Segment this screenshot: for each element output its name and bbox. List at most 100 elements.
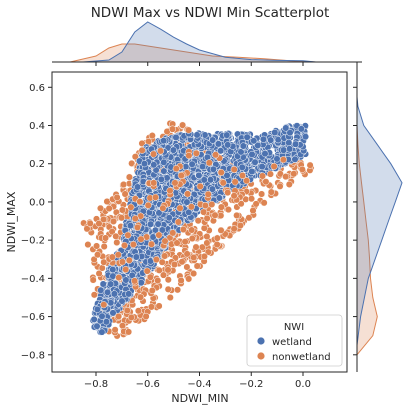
point-nonwetland bbox=[134, 307, 142, 315]
point-nonwetland bbox=[159, 271, 168, 279]
point-wetland bbox=[238, 163, 246, 171]
y-tick-label: 0.4 bbox=[29, 121, 45, 132]
point-nonwetland bbox=[213, 234, 221, 242]
point-nonwetland bbox=[185, 126, 193, 134]
point-nonwetland bbox=[109, 217, 118, 225]
point-nonwetland bbox=[174, 218, 182, 226]
point-nonwetland bbox=[171, 179, 179, 187]
point-wetland bbox=[154, 220, 162, 228]
point-wetland bbox=[271, 128, 279, 137]
point-nonwetland bbox=[89, 276, 97, 284]
point-nonwetland bbox=[108, 253, 116, 261]
point-nonwetland bbox=[115, 274, 123, 282]
point-nonwetland bbox=[155, 302, 163, 310]
point-wetland bbox=[223, 171, 231, 179]
point-nonwetland bbox=[124, 231, 132, 239]
point-wetland bbox=[157, 175, 165, 183]
point-nonwetland bbox=[142, 312, 150, 320]
point-nonwetland bbox=[230, 192, 238, 200]
point-nonwetland bbox=[212, 151, 220, 159]
point-nonwetland bbox=[120, 180, 128, 189]
point-nonwetland bbox=[147, 303, 155, 311]
point-nonwetland bbox=[204, 190, 212, 198]
point-nonwetland bbox=[224, 189, 232, 197]
point-nonwetland bbox=[150, 179, 158, 187]
point-wetland bbox=[147, 220, 155, 228]
legend-marker-wetland bbox=[256, 336, 266, 346]
point-nonwetland bbox=[122, 265, 130, 274]
x-tick-label: 0.0 bbox=[295, 379, 311, 390]
point-nonwetland bbox=[179, 225, 187, 234]
point-wetland bbox=[104, 288, 112, 296]
point-nonwetland bbox=[282, 173, 290, 181]
point-nonwetland bbox=[98, 264, 106, 272]
point-nonwetland bbox=[161, 237, 169, 245]
point-nonwetland bbox=[213, 240, 221, 249]
point-nonwetland bbox=[95, 219, 103, 228]
top-kde-marginal bbox=[52, 21, 362, 66]
point-wetland bbox=[243, 133, 251, 141]
point-nonwetland bbox=[203, 214, 211, 222]
point-nonwetland bbox=[183, 263, 191, 271]
point-nonwetland bbox=[188, 234, 196, 243]
top-kde-wetland bbox=[83, 21, 316, 63]
point-wetland bbox=[102, 318, 110, 326]
y-tick-label: −0.2 bbox=[21, 236, 45, 247]
point-nonwetland bbox=[127, 313, 135, 321]
point-nonwetland bbox=[174, 286, 182, 294]
point-wetland bbox=[183, 198, 191, 206]
point-wetland bbox=[254, 141, 262, 149]
chart-title: NDWI Max vs NDWI Min Scatterplot bbox=[91, 5, 330, 21]
point-nonwetland bbox=[136, 198, 144, 206]
point-nonwetland bbox=[217, 226, 225, 234]
point-wetland bbox=[286, 145, 294, 153]
point-nonwetland bbox=[258, 172, 267, 180]
point-nonwetland bbox=[285, 180, 293, 188]
point-nonwetland bbox=[196, 182, 204, 190]
legend-label-nonwetland: nonwetland bbox=[272, 352, 331, 363]
point-wetland bbox=[217, 147, 225, 155]
point-nonwetland bbox=[118, 322, 127, 330]
point-nonwetland bbox=[211, 211, 219, 219]
point-nonwetland bbox=[230, 225, 238, 233]
point-nonwetland bbox=[205, 159, 213, 167]
point-nonwetland bbox=[125, 256, 133, 264]
point-wetland bbox=[251, 158, 259, 166]
point-wetland bbox=[126, 222, 135, 230]
point-nonwetland bbox=[243, 177, 251, 185]
y-axis-label: NDWI_MAX bbox=[5, 191, 18, 252]
point-nonwetland bbox=[194, 217, 202, 225]
point-wetland bbox=[122, 276, 130, 284]
point-nonwetland bbox=[113, 238, 121, 247]
point-wetland bbox=[134, 183, 142, 191]
point-nonwetland bbox=[193, 262, 201, 270]
point-wetland bbox=[208, 185, 216, 193]
right-kde-nonwetland bbox=[356, 125, 378, 357]
point-nonwetland bbox=[190, 253, 198, 262]
point-nonwetland bbox=[238, 171, 247, 180]
point-nonwetland bbox=[120, 241, 129, 249]
point-wetland bbox=[109, 272, 117, 280]
point-wetland bbox=[125, 290, 133, 298]
point-nonwetland bbox=[262, 178, 270, 186]
point-nonwetland bbox=[114, 251, 122, 259]
point-nonwetland bbox=[173, 239, 181, 247]
point-nonwetland bbox=[152, 256, 160, 264]
point-nonwetland bbox=[276, 182, 284, 190]
right-kde-wetland bbox=[356, 96, 403, 346]
series-nonwetland-overlay bbox=[89, 121, 307, 336]
point-nonwetland bbox=[219, 179, 227, 187]
point-nonwetland bbox=[138, 146, 146, 154]
point-nonwetland bbox=[168, 125, 177, 133]
point-wetland bbox=[98, 328, 106, 336]
point-nonwetland bbox=[245, 214, 253, 222]
point-wetland bbox=[297, 125, 305, 133]
point-nonwetland bbox=[155, 266, 163, 274]
point-nonwetland bbox=[172, 165, 180, 173]
point-wetland bbox=[248, 167, 256, 176]
point-wetland bbox=[193, 131, 201, 139]
y-tick-label: 0.0 bbox=[29, 197, 45, 208]
point-nonwetland bbox=[233, 211, 241, 219]
point-nonwetland bbox=[181, 238, 189, 246]
